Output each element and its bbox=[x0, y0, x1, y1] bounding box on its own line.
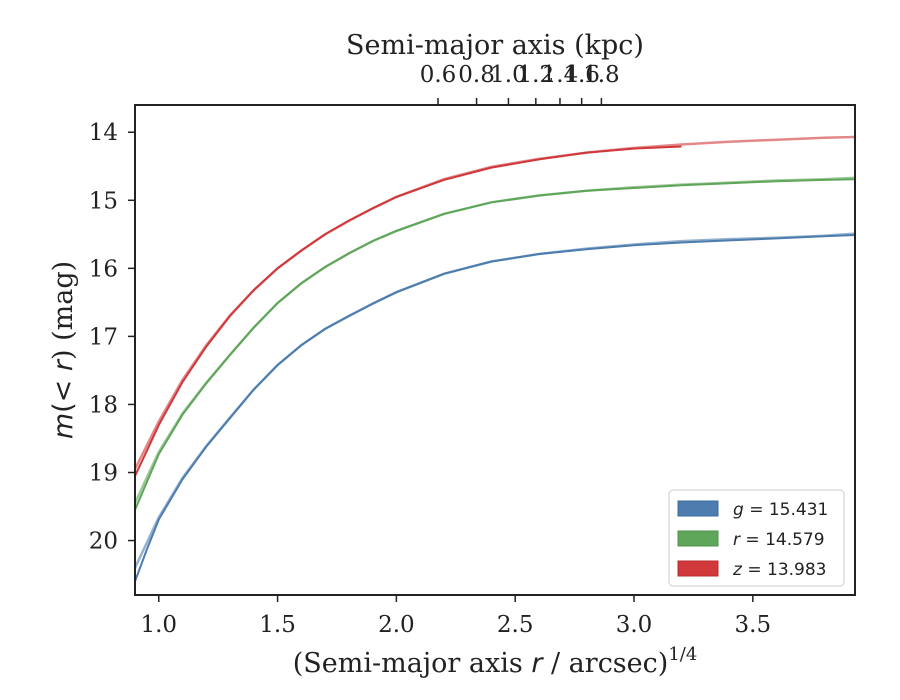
series-g bbox=[135, 232, 855, 582]
top-tick-label: 1.2 bbox=[518, 62, 555, 88]
legend-label-r: r = 14.579 bbox=[733, 530, 825, 550]
y-tick-label: 15 bbox=[89, 188, 118, 214]
y-axis-label: m(< r) (mag) bbox=[48, 261, 79, 439]
y-ticks: 14 15 16 17 18 19 20 bbox=[89, 120, 135, 555]
y-tick-label: 16 bbox=[89, 256, 118, 282]
y-tick-label: 19 bbox=[89, 461, 118, 487]
top-ticks: 0.6 0.81.01.21.41.61.8 bbox=[420, 62, 620, 105]
x-ticks: 1.0 1.5 2.0 2.5 3.0 3.5 bbox=[140, 595, 771, 638]
legend-item-r: r = 14.579 bbox=[677, 530, 825, 550]
series-layer bbox=[135, 135, 855, 582]
top-tick-label: 1.6 bbox=[563, 62, 600, 88]
legend-swatch-z bbox=[677, 560, 719, 577]
x-tick-label: 3.5 bbox=[735, 612, 772, 638]
top-tick-label: 1.0 bbox=[490, 62, 527, 88]
series-r-line bbox=[135, 178, 855, 511]
series-z bbox=[135, 135, 855, 477]
top-axis-label: Semi-major axis (kpc) bbox=[346, 30, 644, 61]
y-tick-label: 14 bbox=[89, 120, 118, 146]
series-r bbox=[135, 176, 855, 511]
top-tick-label: 1.4 bbox=[542, 62, 579, 88]
top-tick-label: 0.8 bbox=[458, 62, 495, 88]
x-tick-label: 3.0 bbox=[616, 612, 653, 638]
top-tick-label: 0.6 bbox=[420, 62, 457, 88]
x-tick-label: 1.0 bbox=[140, 612, 177, 638]
legend-swatch-g bbox=[677, 500, 719, 517]
legend-item-z: z = 13.983 bbox=[677, 560, 826, 580]
x-tick-label: 1.5 bbox=[259, 612, 296, 638]
legend-label-z: z = 13.983 bbox=[732, 560, 826, 580]
top-tick-label: 1.8 bbox=[583, 62, 620, 88]
series-z-line bbox=[135, 145, 682, 477]
legend-item-g: g = 15.431 bbox=[677, 500, 828, 520]
legend-swatch-r bbox=[677, 530, 719, 547]
y-tick-label: 17 bbox=[89, 324, 118, 350]
y-tick-label: 20 bbox=[89, 529, 118, 555]
x-tick-label: 2.5 bbox=[497, 612, 534, 638]
x-axis-label: (Semi-major axis r / arcsec)1/4 bbox=[293, 644, 698, 679]
legend-label-g: g = 15.431 bbox=[733, 500, 828, 520]
y-tick-label: 18 bbox=[89, 392, 118, 418]
legend: g = 15.431 r = 14.579 z = 13.983 bbox=[668, 489, 845, 587]
plot-frame bbox=[134, 104, 856, 596]
x-tick-label: 2.0 bbox=[378, 612, 415, 638]
series-g-line bbox=[135, 234, 855, 582]
